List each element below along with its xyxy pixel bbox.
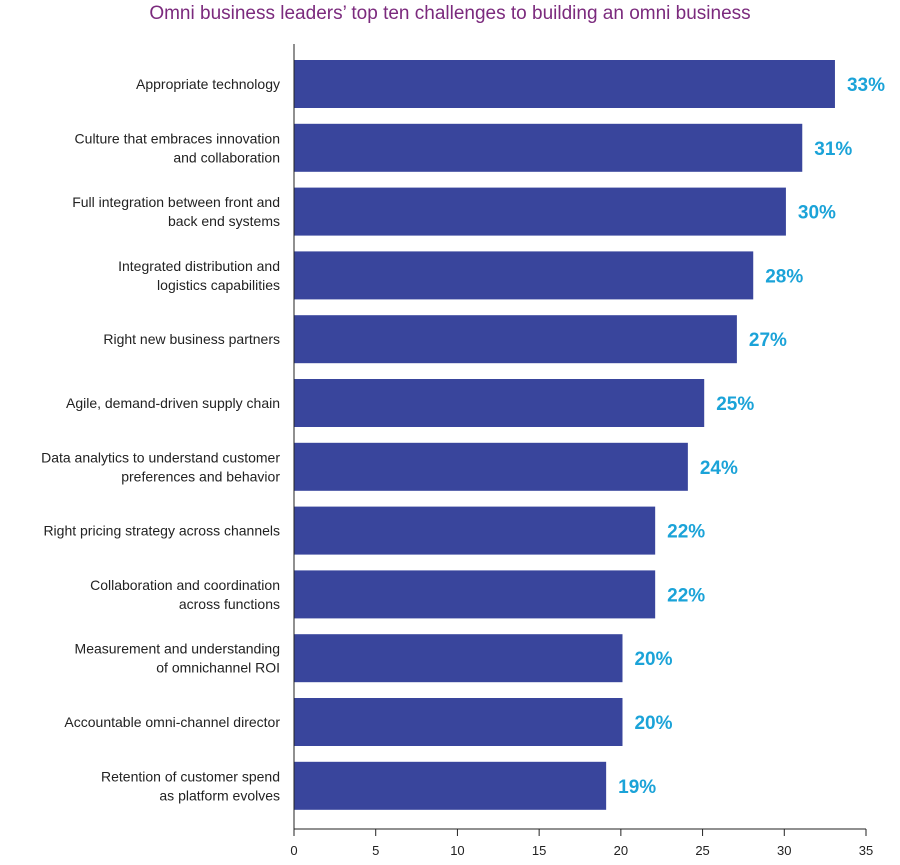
bar-1 [294, 123, 803, 172]
bar-value-label-2: 30% [798, 203, 836, 224]
category-label-line: Retention of customer spend [101, 768, 280, 784]
bar-4 [294, 315, 737, 364]
x-tick-label-0: 0 [290, 843, 297, 858]
category-label-line: preferences and behavior [121, 468, 280, 484]
category-label-line: of omnichannel ROI [156, 660, 280, 676]
category-label-1: Culture that embraces innovation and coll… [75, 130, 280, 165]
bar-8 [294, 570, 656, 619]
category-label-line: Measurement and understanding [75, 641, 280, 657]
category-label-line: Data analytics to understand customer [41, 449, 280, 465]
bar-0 [294, 60, 835, 108]
x-tick-label-2: 10 [450, 843, 464, 858]
bar-10 [294, 698, 623, 746]
x-tick-label-6: 30 [777, 843, 791, 858]
category-label-line: Right new business partners [103, 331, 280, 347]
bar-9 [294, 634, 623, 683]
category-label-7: Right pricing strategy across channels [43, 523, 280, 539]
category-label-line: as platform evolves [159, 787, 280, 803]
bar-value-label-4: 27% [749, 330, 787, 351]
category-label-line: Accountable omni-channel director [64, 714, 280, 730]
bar-value-label-1: 31% [814, 139, 852, 160]
category-label-line: Collaboration and coordination [90, 577, 280, 593]
category-label-line: Right pricing strategy across channels [43, 523, 280, 539]
category-label-line: Culture that embraces innovation [75, 130, 280, 146]
category-label-10: Accountable omni-channel director [64, 714, 280, 730]
category-label-line: Agile, demand-driven supply chain [66, 395, 280, 411]
category-label-line: Integrated distribution and [118, 258, 280, 274]
category-label-line: back end systems [168, 213, 280, 229]
bar-5 [294, 379, 705, 427]
category-label-4: Right new business partners [103, 331, 280, 347]
x-tick-label-5: 25 [695, 843, 709, 858]
bar-value-label-7: 22% [667, 522, 705, 543]
category-label-2: Full integration between front and back e… [72, 194, 280, 229]
category-label-line: across functions [179, 596, 280, 612]
bar-value-label-0: 33% [847, 75, 885, 96]
bar-value-label-8: 22% [667, 585, 705, 606]
bar-11 [294, 761, 607, 810]
x-tick-label-1: 5 [372, 843, 379, 858]
category-label-9: Measurement and understanding of omnichan… [75, 641, 280, 676]
bar-value-label-9: 20% [634, 649, 672, 670]
bar-7 [294, 506, 656, 555]
bar-2 [294, 187, 786, 236]
x-tick-label-3: 15 [532, 843, 546, 858]
category-label-line: Appropriate technology [136, 76, 280, 92]
bar-value-label-11: 19% [618, 777, 656, 798]
category-label-line: and collaboration [173, 149, 280, 165]
bar-3 [294, 251, 754, 300]
category-label-line: logistics capabilities [157, 277, 280, 293]
category-label-3: Integrated distribution and logistics cap… [118, 258, 280, 293]
bar-value-label-6: 24% [700, 458, 738, 479]
category-label-6: Data analytics to understand customer pre… [41, 449, 280, 484]
category-label-8: Collaboration and coordination across fun… [90, 577, 280, 612]
category-label-line: Full integration between front and [72, 194, 280, 210]
bar-6 [294, 442, 688, 491]
bar-value-label-10: 20% [634, 713, 672, 734]
category-label-0: Appropriate technology [136, 76, 280, 92]
category-label-5: Agile, demand-driven supply chain [66, 395, 280, 411]
bar-value-label-5: 25% [716, 394, 754, 415]
chart-title: Omni business leaders’ top ten challenge… [149, 3, 751, 24]
bar-value-label-3: 28% [765, 266, 803, 287]
x-tick-label-7: 35 [859, 843, 873, 858]
category-label-11: Retention of customer spend as platform e… [101, 768, 280, 803]
x-tick-label-4: 20 [614, 843, 628, 858]
